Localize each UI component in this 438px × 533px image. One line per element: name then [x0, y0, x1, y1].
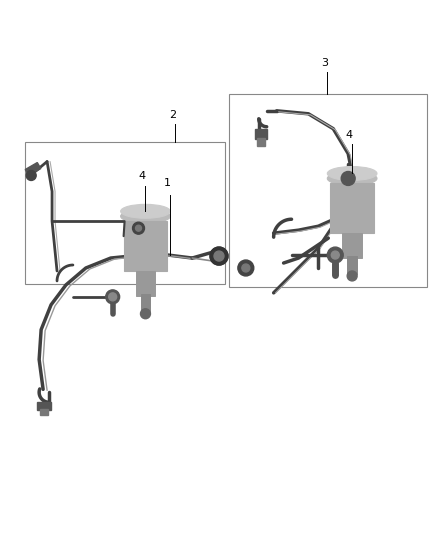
Circle shape	[341, 172, 355, 185]
Bar	[135, 271, 155, 296]
Ellipse shape	[327, 172, 377, 185]
Circle shape	[106, 290, 120, 304]
Circle shape	[238, 260, 254, 276]
Bar	[229, 94, 427, 287]
Bar	[347, 256, 357, 274]
Bar	[25, 163, 41, 175]
Circle shape	[109, 293, 117, 301]
Circle shape	[327, 247, 343, 263]
Bar	[37, 402, 51, 410]
Circle shape	[210, 247, 228, 265]
Bar	[40, 409, 48, 415]
Bar	[141, 294, 150, 312]
Ellipse shape	[120, 209, 170, 223]
Text: 4: 4	[139, 172, 146, 181]
Bar	[257, 138, 265, 146]
Circle shape	[347, 271, 357, 281]
Text: 1: 1	[164, 179, 171, 188]
Circle shape	[214, 251, 224, 261]
Circle shape	[141, 309, 150, 319]
Bar	[124, 221, 167, 271]
Bar	[342, 233, 362, 258]
Text: 3: 3	[321, 58, 328, 68]
Bar	[255, 129, 267, 139]
Bar	[330, 183, 374, 233]
Text: 4: 4	[346, 130, 353, 140]
Text: 2: 2	[169, 110, 176, 120]
Circle shape	[133, 222, 145, 234]
Circle shape	[242, 264, 250, 272]
Ellipse shape	[120, 204, 170, 218]
Ellipse shape	[327, 166, 377, 181]
Bar	[25, 142, 225, 284]
Circle shape	[26, 171, 36, 181]
Circle shape	[331, 251, 339, 259]
Circle shape	[135, 225, 141, 231]
